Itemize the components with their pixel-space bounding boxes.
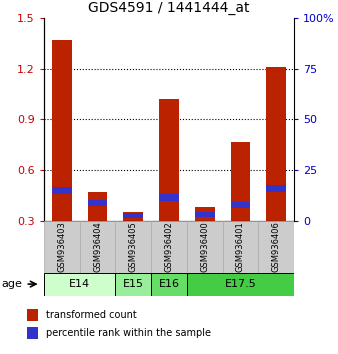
Bar <box>266 185 286 193</box>
Bar <box>223 221 258 273</box>
Bar <box>195 207 215 221</box>
Bar <box>123 212 143 221</box>
Bar <box>88 200 107 206</box>
Bar <box>187 221 223 273</box>
Text: E15: E15 <box>123 279 144 289</box>
Bar <box>44 273 115 296</box>
Text: E17.5: E17.5 <box>224 279 256 289</box>
Bar <box>159 194 179 201</box>
Text: GSM936406: GSM936406 <box>272 222 281 272</box>
Bar <box>52 40 72 221</box>
Bar <box>115 273 151 296</box>
Text: GSM936402: GSM936402 <box>165 222 173 272</box>
Bar <box>187 273 294 296</box>
Bar <box>231 142 250 221</box>
Bar <box>88 193 107 221</box>
Text: transformed count: transformed count <box>46 310 137 320</box>
Text: percentile rank within the sample: percentile rank within the sample <box>46 329 211 338</box>
Bar <box>159 99 179 221</box>
Text: GSM936400: GSM936400 <box>200 222 209 272</box>
Text: GSM936405: GSM936405 <box>129 222 138 272</box>
Text: GSM936401: GSM936401 <box>236 222 245 272</box>
Bar <box>27 309 38 321</box>
Bar <box>123 213 143 218</box>
Bar <box>27 327 38 339</box>
Bar <box>80 221 115 273</box>
Bar <box>151 273 187 296</box>
Text: E16: E16 <box>159 279 179 289</box>
Bar <box>151 221 187 273</box>
Bar <box>195 212 215 217</box>
Text: E14: E14 <box>69 279 90 289</box>
Text: GSM936403: GSM936403 <box>57 222 66 272</box>
Bar <box>231 202 250 208</box>
Bar <box>258 221 294 273</box>
Bar <box>52 187 72 194</box>
Title: GDS4591 / 1441444_at: GDS4591 / 1441444_at <box>88 1 250 15</box>
Text: age: age <box>2 279 23 289</box>
Text: GSM936404: GSM936404 <box>93 222 102 272</box>
Bar <box>115 221 151 273</box>
Bar <box>266 67 286 221</box>
Bar <box>44 221 80 273</box>
